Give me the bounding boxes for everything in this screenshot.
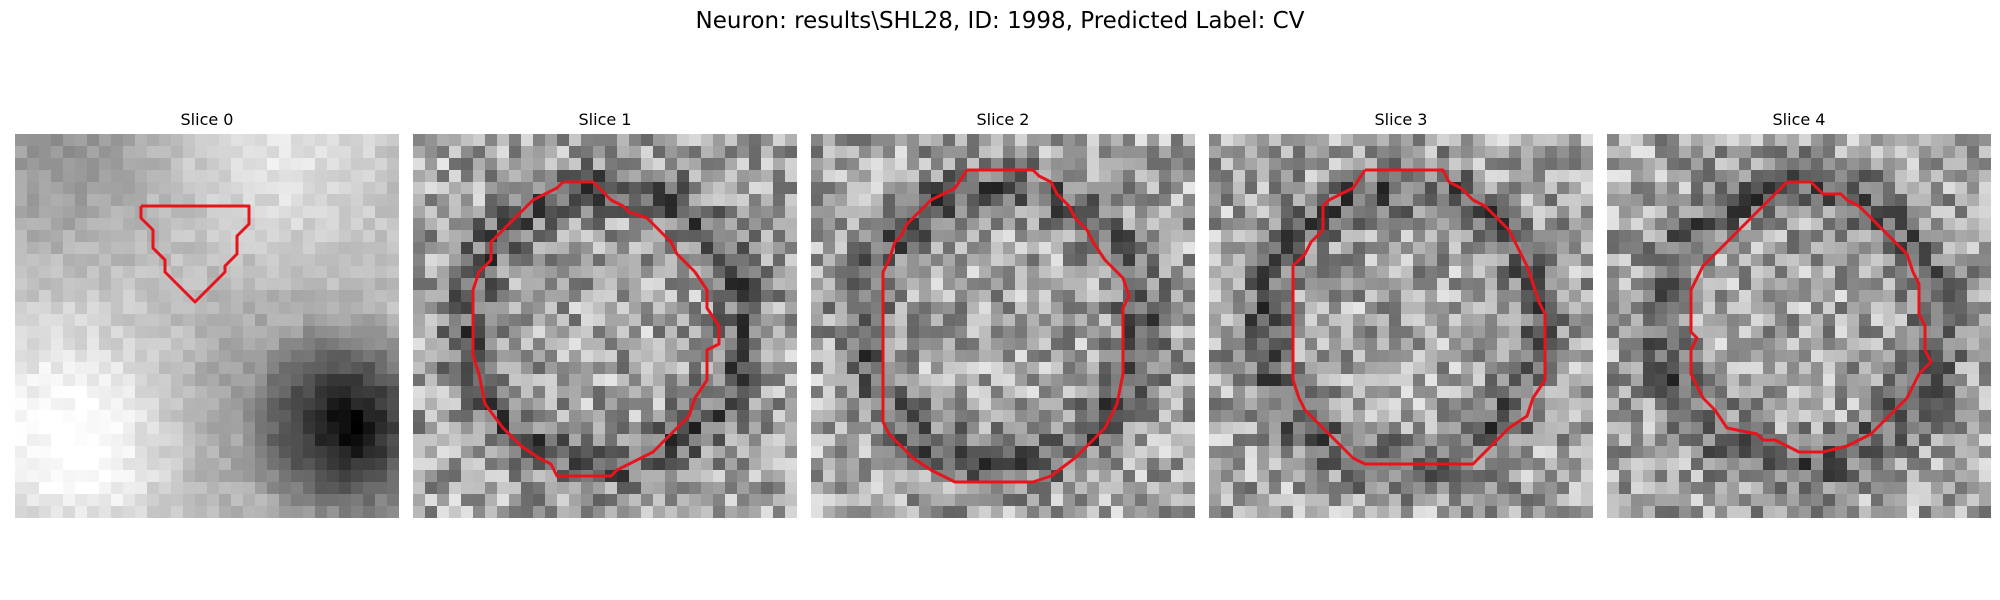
slice-title: Slice 4 xyxy=(1772,110,1826,129)
slice-image xyxy=(1607,134,1991,518)
slice-image xyxy=(1209,134,1593,518)
slice-image xyxy=(811,134,1195,518)
slice-image xyxy=(413,134,797,518)
contour-outline xyxy=(471,180,721,478)
slice-panel-4: Slice 4 xyxy=(1607,108,1991,518)
slice-panel-1: Slice 1 xyxy=(413,108,797,518)
contour-outline xyxy=(1291,168,1547,466)
slice-panel-0: Slice 0 xyxy=(15,108,399,518)
slice-title: Slice 1 xyxy=(578,110,632,129)
grayscale-pixels xyxy=(1209,134,1593,518)
grayscale-pixels xyxy=(15,134,399,518)
slice-title: Slice 3 xyxy=(1374,110,1428,129)
figure-title: Neuron: results\SHL28, ID: 1998, Predict… xyxy=(695,8,1305,34)
slice-panel-2: Slice 2 xyxy=(811,108,1195,518)
contour-outline xyxy=(1689,180,1933,454)
grayscale-pixels xyxy=(1607,134,1991,518)
slice-panel-3: Slice 3 xyxy=(1209,108,1593,518)
slice-image xyxy=(15,134,399,518)
grayscale-pixels xyxy=(413,134,797,518)
contour-outline xyxy=(881,168,1131,484)
contour-outline xyxy=(139,204,251,304)
grayscale-pixels xyxy=(811,134,1195,518)
slice-title: Slice 0 xyxy=(180,110,234,129)
slice-title: Slice 2 xyxy=(976,110,1030,129)
